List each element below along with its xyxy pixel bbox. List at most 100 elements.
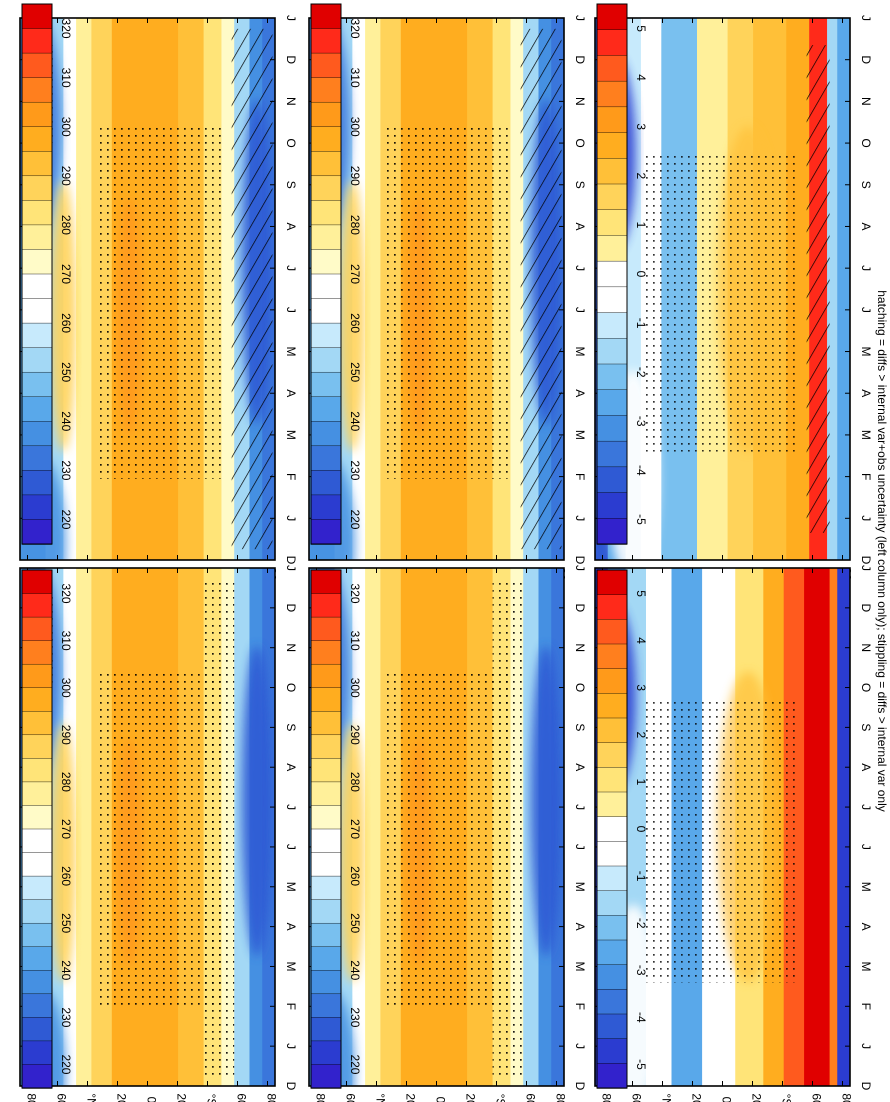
month-tick-label: A xyxy=(859,389,873,397)
stippling xyxy=(385,126,513,479)
lat-tick-label: 80 xyxy=(265,1093,279,1102)
lat-tick-label: °S xyxy=(494,1094,508,1102)
month-tick-label: F xyxy=(284,473,298,480)
month-tick-label: J xyxy=(284,1043,298,1049)
colorbar-swatch xyxy=(596,643,628,670)
colorbar-swatch xyxy=(596,865,628,892)
month-tick-label: M xyxy=(573,882,587,892)
colorbar-swatch xyxy=(310,1040,342,1066)
colorbar-swatch xyxy=(596,1063,628,1089)
colorbar-swatch xyxy=(596,890,628,917)
colorbar-tick-label: 240 xyxy=(59,411,73,431)
month-tick-label: D xyxy=(859,556,873,565)
colorbar-swatch xyxy=(21,805,53,830)
colorbar-swatch xyxy=(21,151,53,177)
colorbar-swatch xyxy=(310,224,342,251)
month-tick-label: N xyxy=(573,643,587,652)
month-tick-label: F xyxy=(573,1003,587,1010)
lat-tick-label: 60 xyxy=(630,1093,644,1102)
colorbar-frame xyxy=(596,569,628,1089)
heatmap-band xyxy=(837,568,850,1086)
colorbar-swatch xyxy=(596,55,628,82)
month-tick-label: M xyxy=(573,430,587,440)
month-tick-label: A xyxy=(284,923,298,931)
colorbar-swatch xyxy=(596,132,628,159)
month-tick-label: A xyxy=(859,222,873,230)
colorbar-swatch xyxy=(596,939,628,966)
colorbar-swatch xyxy=(21,899,53,924)
colorbar-swatch xyxy=(21,371,53,398)
colorbar-tick-label: 0 xyxy=(634,826,648,833)
colorbar-swatch xyxy=(21,77,53,103)
colorbar-tick-label: 240 xyxy=(348,960,362,980)
colorbar-swatch xyxy=(21,828,53,854)
month-tick-label: M xyxy=(859,430,873,440)
colorbar-swatch xyxy=(596,569,628,596)
month-tick-label: J xyxy=(573,804,587,810)
colorbar-swatch xyxy=(21,494,53,521)
colorbar-swatch xyxy=(310,151,342,177)
colorbar-swatch xyxy=(596,29,628,57)
month-tick-label: N xyxy=(573,97,587,106)
month-tick-label: M xyxy=(284,882,298,892)
colorbar-swatch xyxy=(21,52,53,79)
month-tick-label: J xyxy=(859,1043,873,1049)
colorbar-tick-label: 270 xyxy=(348,264,362,284)
lat-tick-label: 60 xyxy=(55,1093,69,1102)
colorbar-tick-label: -2 xyxy=(634,918,648,929)
colorbar-swatch xyxy=(21,711,53,736)
stippling xyxy=(492,578,524,1076)
month-tick-label: J xyxy=(859,15,873,21)
stippling xyxy=(646,697,799,983)
colorbar-tick-label: 290 xyxy=(348,166,362,186)
colorbar: 5 4 3 2 1 0 -1 -2 -3 -4 -5 xyxy=(596,3,648,545)
colorbar-swatch xyxy=(310,569,342,595)
month-tick-label: S xyxy=(859,181,873,189)
lat-tick-label: °S xyxy=(205,1094,219,1102)
colorbar-swatch xyxy=(596,841,628,867)
colorbar-tick-label: 250 xyxy=(59,362,73,382)
colorbar-tick-label: 1 xyxy=(634,779,648,786)
heatmap-blob xyxy=(50,180,77,452)
panels-group: DJFMAMJJASONDJ8060°N20020°S6080DJFMAMJJA… xyxy=(19,15,873,1102)
colorbar-swatch xyxy=(596,989,628,1015)
month-tick-label: J xyxy=(284,15,298,21)
colorbar-swatch xyxy=(596,235,628,262)
heatmap-band xyxy=(365,568,382,1086)
colorbar-swatch xyxy=(310,1017,342,1042)
month-tick-label: D xyxy=(573,1082,587,1091)
month-tick-label: N xyxy=(284,97,298,106)
colorbar-tick-label: 310 xyxy=(59,68,73,88)
colorbar: 5 4 3 2 1 0 -1 -2 -3 -4 -5 xyxy=(596,569,648,1089)
colorbar-swatch xyxy=(21,569,53,595)
colorbar-tick-label: 310 xyxy=(348,68,362,88)
colorbar-swatch xyxy=(21,470,53,496)
month-tick-label: J xyxy=(859,844,873,850)
colorbar-swatch xyxy=(310,101,342,128)
colorbar-swatch xyxy=(596,312,628,339)
colorbar-swatch xyxy=(596,183,628,211)
colorbar-swatch xyxy=(310,663,342,689)
colorbar-tick-label: 230 xyxy=(59,460,73,480)
month-tick-label: A xyxy=(573,763,587,771)
colorbar-frame xyxy=(21,569,53,1089)
colorbar-tick-label: 220 xyxy=(348,1054,362,1074)
colorbar-tick-label: 280 xyxy=(59,215,73,235)
panel-E: D J F M A M J J A S O N D J 80 60 °N 20 0 20 °S 60 80 xyxy=(308,565,587,1102)
month-tick-label: S xyxy=(573,181,587,189)
lat-tick-label: °N xyxy=(85,1093,99,1102)
panel-axes: D J F M A M J J A S O N D J 80 60 °N 20 0 20 °S 60 80 xyxy=(19,565,298,1102)
month-tick-label: F xyxy=(859,473,873,480)
lat-tick-label: 20 xyxy=(175,1093,189,1102)
month-tick-label: O xyxy=(573,683,587,692)
month-tick-label: J xyxy=(859,565,873,571)
figure-footer-note: hatching = diffs > internal var+obs unce… xyxy=(875,290,889,812)
month-tick-label: D xyxy=(859,1082,873,1091)
colorbar-swatch xyxy=(21,734,53,760)
colorbar-tick-label: -4 xyxy=(634,1012,648,1023)
month-tick-label: O xyxy=(284,138,298,147)
colorbar: 320 310 300 290 280 270 260 250 240 230 220 xyxy=(310,3,362,545)
colorbar-tick-label: 0 xyxy=(634,271,648,278)
colorbar-swatch xyxy=(596,791,628,818)
